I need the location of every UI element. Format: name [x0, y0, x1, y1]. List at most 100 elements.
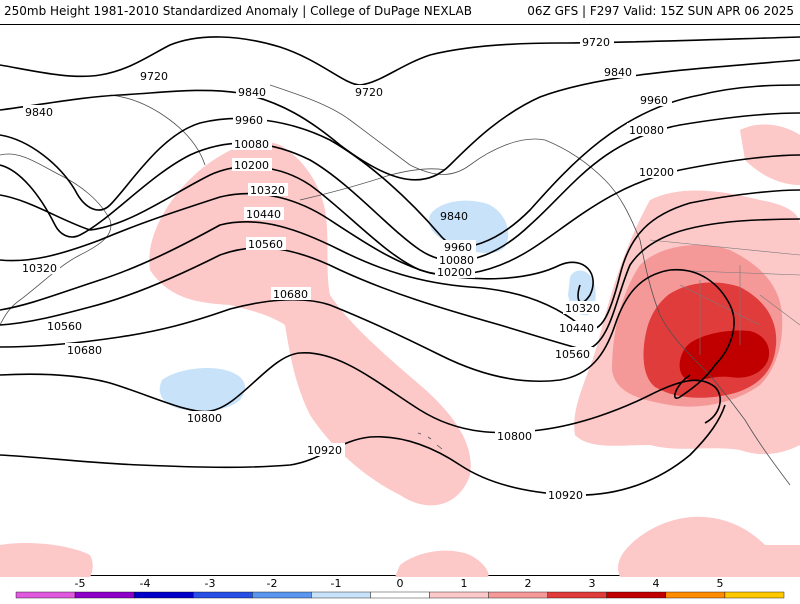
contour-label: 10320 [248, 183, 288, 197]
contour-label: 10920 [546, 488, 586, 502]
contour-9840 [0, 59, 800, 181]
contour-label: 9960 [233, 113, 267, 127]
colorbar-swatch [724, 591, 785, 599]
contour-label: 10200 [435, 265, 475, 279]
contour-10560 [0, 218, 800, 351]
svg-text:9720: 9720 [355, 86, 383, 99]
svg-text:9840: 9840 [238, 86, 266, 99]
svg-text:10800: 10800 [187, 412, 222, 425]
model-valid-time: 06Z GFS | F297 Valid: 15Z SUN APR 06 202… [527, 4, 794, 18]
contour-label: 10680 [271, 287, 311, 301]
coastline-layer [0, 84, 800, 486]
contour-label: 10800 [185, 411, 225, 425]
colorbar-swatch [133, 591, 194, 599]
us-state-borders [649, 239, 800, 355]
map-title: 250mb Height 1981-2010 Standardized Anom… [4, 4, 472, 18]
negative-anomaly-central-pacific [159, 368, 245, 411]
contour-label: 10200 [637, 165, 677, 179]
colorbar-swatch [370, 591, 430, 599]
contour-label: 10440 [557, 321, 597, 335]
svg-text:10920: 10920 [307, 444, 342, 457]
svg-text:9840: 9840 [604, 66, 632, 79]
colorbar-tick: -3 [205, 577, 216, 590]
positive-anomaly-south [618, 516, 800, 577]
svg-text:10560: 10560 [555, 348, 590, 361]
colorbar-swatch [193, 591, 253, 599]
contour-10800 [0, 352, 721, 434]
svg-text:10080: 10080 [629, 124, 664, 137]
colorbar-swatch [547, 591, 607, 599]
colorbar-swatch [311, 591, 371, 599]
contour-10920 [0, 404, 726, 496]
anomaly-plus4-southwest [679, 330, 770, 381]
contour-label: 10560 [553, 347, 593, 361]
colorbar-tick: 0 [397, 577, 404, 590]
svg-text:10080: 10080 [439, 254, 474, 267]
svg-text:9960: 9960 [640, 94, 668, 107]
positive-anomaly-southwest [0, 543, 93, 577]
contour-10440 [0, 189, 800, 331]
contour-label: 10560 [45, 319, 85, 333]
asia-coastline [0, 153, 112, 326]
colorbar-swatch [252, 591, 312, 599]
contour-label-layer: 9720 9720 9720 9840 9840 9840 9960 9960 … [20, 35, 677, 502]
colorbar-swatch [665, 591, 726, 599]
colorbar-tick: 3 [589, 577, 596, 590]
svg-text:9960: 9960 [235, 114, 263, 127]
colorbar-tick: -4 [140, 577, 151, 590]
contour-label: 10320 [563, 301, 603, 315]
contour-label: 9720 [353, 85, 387, 99]
contour-label: 9960 [442, 240, 476, 254]
colorbar-tick: -2 [267, 577, 278, 590]
height-anomaly-map: 9720 9720 9720 9840 9840 9840 9960 9960 … [0, 35, 800, 577]
alaska-coastline [269, 84, 641, 241]
north-america-west-coast [639, 239, 791, 486]
contour-label: 9840 [23, 105, 57, 119]
colorbar-swatch [488, 591, 548, 599]
svg-text:10080: 10080 [234, 138, 269, 151]
svg-text:10800: 10800 [497, 430, 532, 443]
contour-9720 [0, 36, 800, 86]
colorbar-swatches [15, 591, 785, 599]
contour-label: 10680 [65, 343, 105, 357]
svg-text:10320: 10320 [565, 302, 600, 315]
svg-text:9720: 9720 [140, 70, 168, 83]
title-bar: 250mb Height 1981-2010 Standardized Anom… [0, 0, 800, 24]
contour-label: 10200 [232, 158, 272, 172]
colorbar-tick: 4 [653, 577, 660, 590]
anomaly-colorbar: -5 -4 -3 -2 -1 0 1 2 3 4 5 [0, 576, 800, 600]
hawaii-islands [417, 432, 443, 450]
contour-10320 [0, 192, 594, 304]
contour-10680 [0, 268, 735, 399]
contour-label: 10320 [20, 261, 60, 275]
anomaly-fill-layer [0, 124, 800, 577]
svg-text:10560: 10560 [248, 238, 283, 251]
map-panel: 9720 9720 9720 9840 9840 9840 9960 9960 … [0, 24, 800, 577]
contour-label: 9960 [638, 93, 672, 107]
aleutian-islands [299, 168, 446, 201]
svg-text:10200: 10200 [639, 166, 674, 179]
svg-text:10440: 10440 [246, 208, 281, 221]
colorbar-tick: 2 [525, 577, 532, 590]
contour-label: 9840 [236, 85, 270, 99]
svg-text:10200: 10200 [437, 266, 472, 279]
svg-text:10680: 10680 [67, 344, 102, 357]
contour-label: 9720 [138, 69, 172, 83]
contour-label: 10800 [495, 429, 535, 443]
contour-label: 10440 [244, 207, 284, 221]
svg-text:10440: 10440 [559, 322, 594, 335]
contour-label: 10080 [437, 253, 477, 267]
positive-anomaly-northeast-pacific-edge [740, 124, 800, 185]
colorbar-tick: 5 [717, 577, 724, 590]
colorbar-tick: -1 [331, 577, 342, 590]
colorbar-swatch [606, 591, 667, 599]
contour-label: 10560 [246, 237, 286, 251]
contour-label: 9840 [602, 65, 636, 79]
svg-text:10320: 10320 [250, 184, 285, 197]
contour-label: 10920 [305, 443, 345, 457]
colorbar-tick: 1 [461, 577, 468, 590]
svg-text:10680: 10680 [273, 288, 308, 301]
contour-label: 9840 [440, 210, 468, 223]
contour-10080 [0, 112, 800, 262]
contour-9960-west [0, 84, 800, 247]
